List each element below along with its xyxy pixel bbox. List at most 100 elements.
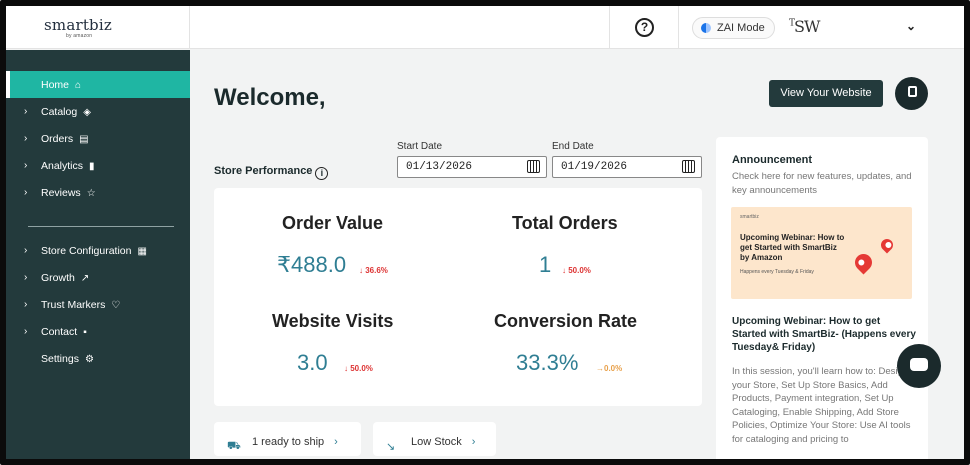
logo-text: smartbiz	[44, 16, 112, 34]
low-stock-chip[interactable]: ↘ Low Stock ›	[373, 422, 496, 456]
announcement-title: Upcoming Webinar: How to get Started wit…	[732, 316, 916, 353]
start-date-input[interactable]: 01/13/2026	[397, 156, 547, 178]
chevron-right-icon: ›	[24, 245, 28, 256]
start-date-label: Start Date	[397, 141, 443, 152]
active-indicator	[6, 71, 10, 98]
sidebar-item-orders[interactable]: › Orders ▤	[6, 125, 190, 152]
sidebar-item-label: Store Configuration	[41, 244, 132, 257]
topbar-divider	[678, 6, 679, 49]
bar-chart-icon: ▮	[89, 160, 95, 172]
sidebar-item-catalog[interactable]: › Catalog ◈	[6, 98, 190, 125]
metric-change-website-visits: ↓ 50.0%	[344, 364, 373, 373]
sidebar: Home ⌂ › Catalog ◈ › Orders ▤ › Analytics ▮ …	[6, 50, 190, 459]
sidebar-item-label: Trust Markers	[41, 298, 106, 311]
announcement-panel: Announcement Check here for new features…	[716, 137, 928, 459]
gear-icon: ⚙	[84, 353, 94, 365]
top-bar: smartbiz by amazon ? ZAI Mode TSW ⌄	[6, 6, 964, 49]
chevron-right-icon: ›	[334, 436, 338, 448]
sidebar-divider	[28, 226, 174, 227]
logo-area: smartbiz by amazon	[6, 6, 190, 49]
chevron-right-icon: ›	[24, 187, 28, 198]
zai-mode-toggle[interactable]: ZAI Mode	[692, 17, 775, 39]
start-date-value: 01/13/2026	[406, 161, 473, 173]
receipt-icon: ▤	[79, 133, 89, 145]
truck-icon: ⛟	[227, 440, 241, 452]
sidebar-item-label: Analytics	[41, 159, 84, 172]
info-icon[interactable]: i	[315, 167, 329, 180]
store-icon: ▦	[137, 245, 147, 257]
sidebar-item-trust-markers[interactable]: › Trust Markers ♡	[6, 291, 190, 318]
calendar-icon[interactable]	[682, 160, 695, 173]
end-date-input[interactable]: 01/19/2026	[552, 156, 702, 178]
chip-label: 1 ready to ship	[252, 436, 325, 448]
chevron-right-icon: ›	[24, 160, 28, 171]
metric-change-order-value: ↓ 36.6%	[359, 266, 388, 275]
location-pin-icon	[851, 250, 876, 275]
chat-icon	[910, 358, 928, 371]
view-website-button[interactable]: View Your Website	[769, 80, 883, 107]
store-performance-label: Store Performance	[214, 165, 313, 177]
announcement-subtitle: Check here for new features, updates, an…	[732, 171, 912, 196]
chat-icon: ▪	[83, 326, 87, 338]
ready-to-ship-chip[interactable]: ⛟ 1 ready to ship ›	[214, 422, 361, 456]
star-icon: ☆	[86, 187, 96, 199]
zai-mode-icon	[701, 23, 711, 33]
metric-title-conversion-rate: Conversion Rate	[494, 311, 638, 331]
metric-value-conversion-rate: 33.3%	[516, 350, 579, 375]
chevron-right-icon: ›	[24, 106, 28, 117]
webinar-banner[interactable]: smartbiz Upcoming Webinar: How to get St…	[731, 207, 912, 299]
avatar-initials: SW	[794, 17, 820, 36]
banner-schedule: Happens every Tuesday & Friday	[740, 269, 814, 275]
calendar-icon[interactable]	[527, 160, 540, 173]
sidebar-item-label: Catalog	[41, 105, 78, 118]
trend-down-icon: ↘	[386, 441, 396, 453]
metric-value-order-value: ₹488.0	[277, 252, 347, 277]
topbar-divider	[609, 6, 610, 49]
home-icon: ⌂	[75, 79, 82, 91]
chevron-right-icon: ›	[24, 133, 28, 144]
metric-change-total-orders: ↓ 50.0%	[562, 266, 591, 275]
sidebar-item-home[interactable]: Home ⌂	[6, 71, 190, 98]
sidebar-item-label: Reviews	[41, 186, 81, 199]
badge-icon: ♡	[111, 299, 121, 311]
announcement-heading: Announcement	[732, 154, 813, 166]
sidebar-item-analytics[interactable]: › Analytics ▮	[6, 152, 190, 179]
chip-label: Low Stock	[411, 436, 462, 448]
banner-title: Upcoming Webinar: How to get Started wit…	[740, 233, 845, 262]
sidebar-item-settings[interactable]: Settings ⚙	[6, 345, 190, 372]
sidebar-item-label: Home	[41, 78, 70, 91]
chevron-down-icon[interactable]: ⌄	[906, 19, 917, 33]
sidebar-item-label: Orders	[41, 132, 74, 145]
account-avatar[interactable]: TSW	[789, 17, 820, 36]
banner-logo: smartbiz	[740, 214, 759, 220]
smartbiz-logo[interactable]: smartbiz by amazon	[44, 16, 112, 39]
sidebar-item-label: Growth	[41, 271, 75, 284]
sidebar-item-reviews[interactable]: › Reviews ☆	[6, 179, 190, 206]
store-performance-title: Store Performance i	[214, 165, 329, 180]
metric-title-order-value: Order Value	[282, 213, 384, 233]
sidebar-item-store-configuration[interactable]: › Store Configuration ▦	[6, 237, 190, 264]
announcement-body: In this session, you'll learn how to: De…	[732, 366, 911, 445]
chevron-right-icon: ›	[24, 272, 28, 283]
page-title: Welcome,	[214, 84, 326, 111]
chevron-right-icon: ›	[24, 326, 28, 337]
zai-mode-label: ZAI Mode	[717, 22, 765, 34]
chat-button[interactable]	[897, 344, 941, 388]
box-icon: ◈	[83, 106, 91, 118]
end-date-label: End Date	[552, 141, 594, 152]
chevron-right-icon: ›	[471, 436, 476, 448]
sidebar-item-label: Settings	[41, 352, 79, 365]
end-date-value: 01/19/2026	[561, 161, 628, 173]
sidebar-item-contact[interactable]: › Contact ▪	[6, 318, 190, 345]
sidebar-item-growth[interactable]: › Growth ↗	[6, 264, 190, 291]
trend-up-icon: ↗	[80, 272, 90, 284]
location-pin-icon	[878, 236, 896, 254]
metric-title-total-orders: Total Orders	[512, 213, 618, 233]
sidebar-item-label: Contact	[41, 325, 78, 338]
metric-value-website-visits: 3.0	[297, 350, 328, 375]
help-icon[interactable]: ?	[635, 18, 654, 37]
copy-link-button[interactable]	[895, 77, 928, 110]
metric-change-conversion-rate: →0.0%	[596, 364, 623, 373]
logo-subtext: by amazon	[66, 33, 93, 39]
